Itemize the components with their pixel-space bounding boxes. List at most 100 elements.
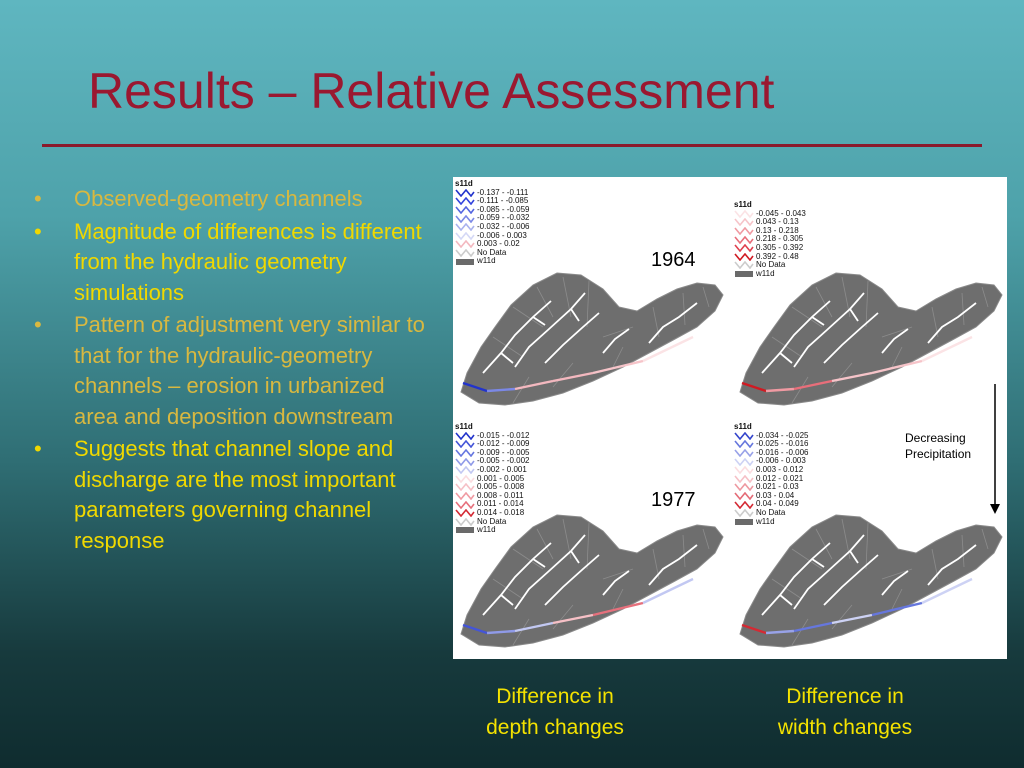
caption-width-changes: Difference in width changes (745, 681, 945, 743)
subbasin-boundary (831, 604, 853, 630)
legend-item-label: No Data (477, 516, 507, 526)
map-panel-width-1964: s11d -0.045 - 0.043 0.043 - 0.13 0.13 - 0.2… (732, 177, 1007, 417)
subbasin-boundary (702, 286, 710, 308)
legend-item-label: w11d (756, 516, 775, 526)
legend-line-icon (734, 449, 754, 458)
legend-item-label: 0.011 - 0.014 (477, 499, 524, 509)
watershed-basin-map (739, 514, 1003, 648)
legend-line-icon (455, 466, 475, 475)
main-channel-segment (552, 613, 594, 625)
decreasing-precipitation-label: Decreasing Precipitation (905, 430, 971, 462)
legend-item-label: -0.009 - -0.005 (477, 447, 530, 457)
legend-line-icon (734, 235, 754, 244)
legend-item-label: 0.392 - 0.48 (756, 251, 799, 261)
map-legend: s11d -0.034 - -0.025 -0.025 - -0.016 -0.016… (734, 422, 809, 526)
legend-item: 0.012 - 0.021 (734, 473, 808, 484)
legend-item: -0.015 - -0.012 (455, 431, 529, 441)
tributary-stream (514, 534, 586, 610)
legend-item-label: 0.003 - 0.02 (477, 239, 520, 249)
legend-item-label: -0.006 - 0.003 (756, 456, 806, 466)
legend-item: -0.009 - -0.005 (455, 447, 530, 458)
legend-line-icon (455, 197, 475, 206)
subbasin-boundary (492, 336, 524, 358)
legend-item-label: -0.045 - 0.043 (756, 208, 806, 218)
slide-title: Results – Relative Assessment (88, 63, 775, 119)
title-divider (42, 144, 982, 147)
precipitation-text: Precipitation (905, 447, 972, 461)
legend-item: -0.016 - -0.006 (734, 448, 808, 458)
legend-line-icon (734, 500, 754, 509)
legend-item: -0.045 - 0.043 (734, 208, 806, 219)
year-label-1977: 1977 (651, 489, 696, 511)
caption-line: width changes (777, 716, 913, 739)
subbasin-boundary (961, 292, 965, 326)
legend-item-label: 0.218 - 0.305 (756, 234, 804, 244)
legend-line-icon (734, 209, 754, 218)
legend-item: -0.111 - -0.085 (455, 197, 529, 206)
legend-line-icon (455, 214, 475, 223)
tributary-stream (779, 352, 793, 364)
legend-line-icon (455, 188, 475, 197)
main-channel-segment (871, 359, 923, 375)
legend-line-icon (455, 249, 475, 258)
legend-line-icon (734, 252, 754, 261)
bullet-item: • Suggests that channel slope and discha… (30, 434, 430, 556)
subbasin-boundary (981, 286, 989, 308)
main-channel-segment (741, 381, 767, 393)
caption-depth-changes: Difference in depth changes (455, 681, 655, 743)
legend-item-label: w11d (477, 525, 496, 535)
legend-item-label: -0.025 - -0.016 (756, 439, 809, 449)
subbasin-boundary (791, 548, 823, 570)
legend-item-label: 0.001 - 0.005 (477, 473, 525, 483)
tributary-stream (482, 300, 552, 374)
legend-item: No Data (455, 516, 529, 527)
tributary-stream (602, 328, 630, 354)
subbasin-boundary (791, 306, 823, 328)
main-channel-segment (741, 623, 767, 635)
subbasin-boundary (791, 618, 809, 646)
legend-line-icon (734, 218, 754, 227)
legend-swatch-icon (735, 518, 753, 525)
legend-item: -0.002 - 0.001 (455, 464, 529, 475)
basin-shape (739, 272, 1003, 406)
legend-line-icon (455, 509, 475, 518)
legend-line-icon (734, 509, 754, 518)
legend-item-label: w11d (477, 256, 496, 266)
legend-line-icon (455, 457, 475, 466)
basin-shape (460, 514, 724, 648)
tributary-stream (881, 328, 909, 354)
subbasin-boundary (512, 306, 544, 328)
bullet-item: • Magnitude of differences is different … (30, 217, 430, 309)
tributary-stream (514, 292, 586, 368)
legend-item-label: -0.002 - 0.001 (477, 464, 527, 474)
subbasin-boundary (815, 528, 833, 560)
legend-item-label: -0.111 - -0.085 (477, 196, 529, 206)
legend-item-label: -0.137 - -0.111 (477, 187, 529, 197)
subbasin-boundary (771, 336, 803, 358)
subbasin-boundary (815, 286, 833, 318)
legend-item: 0.003 - 0.02 (455, 240, 529, 249)
subbasin-boundary (891, 588, 903, 610)
legend-item-label: w11d (756, 268, 775, 278)
legend-item: 0.014 - 0.018 (455, 508, 529, 518)
subbasin-boundary (791, 376, 809, 404)
legend-item-label: -0.005 - -0.002 (477, 456, 530, 466)
tributary-stream (532, 316, 546, 326)
tributary-stream (793, 534, 865, 610)
legend-item: -0.137 - -0.111 (455, 187, 529, 198)
legend-line-icon (734, 261, 754, 270)
tributary-stream (811, 316, 825, 326)
subbasin-boundary (552, 362, 574, 388)
tributary-stream (544, 554, 600, 606)
legend-item: -0.006 - 0.003 (455, 231, 529, 241)
watershed-basin-map (460, 514, 724, 648)
decreasing-text: Decreasing (905, 431, 966, 445)
main-channel-segment (831, 613, 873, 625)
legend-line-icon (734, 244, 754, 253)
subbasin-boundary (865, 522, 869, 570)
subbasin-boundary (612, 346, 624, 368)
legend-item-label: -0.012 - -0.009 (477, 439, 530, 449)
legend-item-label: 0.043 - 0.13 (756, 217, 799, 227)
legend-item-label: 0.012 - 0.021 (756, 473, 804, 483)
main-channel-segment (552, 371, 594, 383)
